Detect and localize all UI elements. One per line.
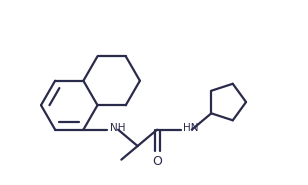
Text: O: O — [152, 155, 162, 168]
Text: NH: NH — [110, 123, 125, 133]
Text: HN: HN — [183, 123, 199, 133]
